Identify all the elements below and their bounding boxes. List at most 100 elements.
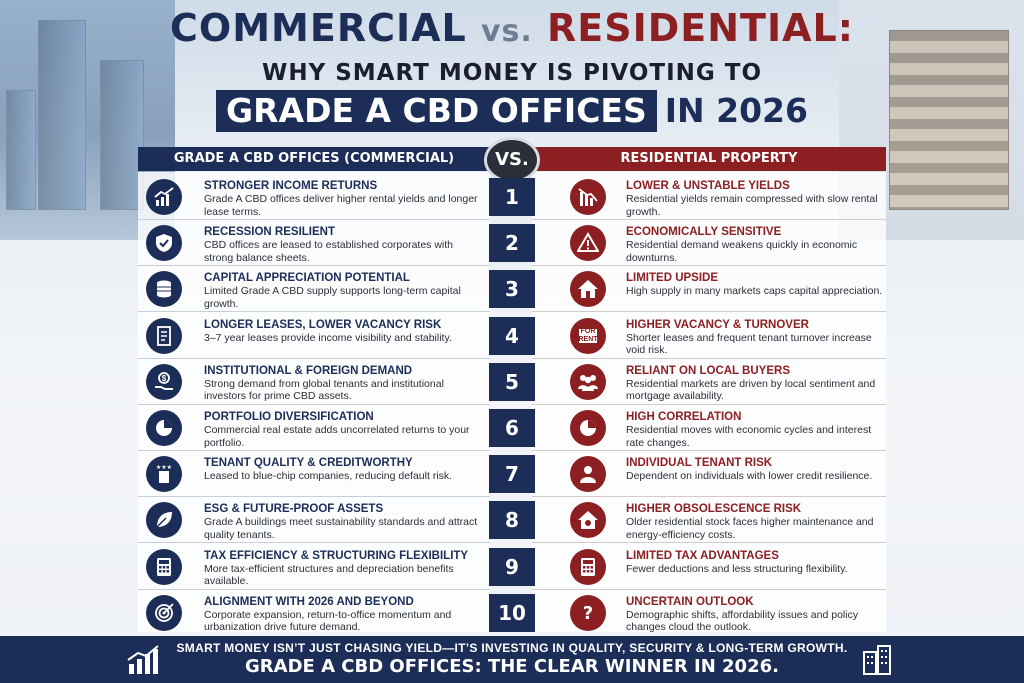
comparison-row: $ INSTITUTIONAL & FOREIGN DEMAND Strong de… (138, 359, 886, 405)
residential-point-description: Residential markets are driven by local … (626, 377, 876, 403)
row-divider (532, 450, 886, 451)
residential-point-description: Residential moves with economic cycles a… (626, 424, 872, 449)
residential-point-title: LIMITED UPSIDE (626, 272, 719, 285)
row-number: 1 (489, 178, 535, 216)
residential-column-header: RESIDENTIAL PROPERTY (532, 147, 886, 171)
row-divider (532, 357, 886, 359)
row-number: 6 (489, 409, 535, 447)
commercial-point-description: Corporate expansion, return-to-office mo… (204, 608, 452, 634)
apartment-block (889, 30, 1009, 210)
residential-point-title: ECONOMICALLY SENSITIVE (626, 226, 782, 239)
glass-tower (100, 60, 144, 210)
commercial-point-description: Grade A CBD offices deliver higher renta… (204, 193, 478, 218)
row-number: 2 (489, 224, 535, 263)
row-divider (532, 542, 886, 544)
commercial-point: TAX EFFICIENCY & STRUCTURING FLEXIBILITY… (204, 550, 484, 588)
commercial-point-title: LONGER LEASES, LOWER VACANCY RISK (204, 318, 442, 331)
row-number: 9 (489, 547, 535, 586)
subtitle: WHY SMART MONEY IS PIVOTING TO (261, 60, 763, 86)
footer-banner: SMART MONEY ISN’T JUST CHASING YIELD—IT’… (0, 636, 1024, 683)
residential-point-title: HIGHER OBSOLESCENCE RISK (626, 503, 802, 516)
coins-icon (146, 271, 182, 308)
row-divider (532, 311, 886, 313)
residential-point-description: Residential demand weakens quickly in ec… (626, 239, 858, 264)
residential-point: LIMITED TAX ADVANTAGES Fewer deductions a… (626, 550, 886, 576)
commercial-panel (138, 172, 490, 632)
residential-point: HIGHER VACANCY & TURNOVER Shorter leases … (626, 319, 886, 357)
residential-point: ECONOMICALLY SENSITIVE Residential demand… (626, 226, 886, 264)
question-icon: ? (570, 594, 606, 631)
commercial-point-title: STRONGER INCOME RETURNS (204, 180, 378, 192)
target-icon (146, 594, 182, 631)
apartment-building-background (839, 0, 1024, 240)
title-commercial: COMMERCIAL (170, 6, 467, 50)
residential-point: RELIANT ON LOCAL BUYERS Residential marke… (626, 365, 886, 403)
commercial-point-description: Limited Grade A CBD supply supports long… (204, 285, 461, 310)
commercial-point-title: RECESSION RESILIENT (204, 226, 335, 239)
residential-point: UNCERTAIN OUTLOOK Demographic shifts, aff… (626, 596, 886, 634)
main-title: COMMERCIAL vs. RESIDENTIAL: (0, 6, 1024, 50)
building-stars-icon: ★★★ (146, 456, 182, 493)
commercial-point-description: More tax-efficient structures and deprec… (204, 562, 454, 588)
row-divider (532, 588, 886, 590)
commercial-point: LONGER LEASES, LOWER VACANCY RISK 3–7 yea… (204, 319, 484, 345)
row-number: 7 (489, 455, 535, 494)
warning-icon (570, 225, 606, 262)
row-number: 3 (489, 270, 535, 309)
document-icon (146, 317, 182, 354)
commercial-column-header: GRADE A CBD OFFICES (COMMERCIAL) (138, 147, 490, 171)
vs-badge: VS. (484, 137, 540, 183)
svg-text:★★★: ★★★ (156, 464, 172, 471)
calculator-icon (570, 548, 606, 585)
comparison-row: PORTFOLIO DIVERSIFICATION Commercial real… (138, 405, 886, 451)
commercial-point-description: 3–7 year leases provide income visibilit… (204, 331, 452, 344)
commercial-point-description: CBD offices are leased to established co… (204, 239, 454, 264)
commercial-point: TENANT QUALITY & CREDITWORTHY Leased to b… (204, 457, 484, 483)
commercial-point-description: Grade A buildings meet sustainability st… (204, 516, 478, 541)
office-towers-background (0, 0, 175, 240)
residential-point-description: High supply in many markets caps capital… (626, 285, 883, 298)
comparison-row: LONGER LEASES, LOWER VACANCY RISK 3–7 yea… (138, 313, 886, 359)
row-divider (138, 357, 490, 359)
commercial-point: PORTFOLIO DIVERSIFICATION Commercial real… (204, 411, 484, 449)
commercial-point-description: Commercial real estate adds uncorrelated… (204, 424, 470, 449)
glass-tower (6, 90, 36, 210)
comparison-row: STRONGER INCOME RETURNS Grade A CBD offic… (138, 174, 886, 220)
commercial-point: RECESSION RESILIENT CBD offices are lease… (204, 226, 484, 264)
residential-point-description: Fewer deductions and less structuring fl… (626, 562, 848, 575)
highlight-title: GRADE A CBD OFFICES IN 2026 (0, 90, 1024, 132)
svg-text:$: $ (162, 374, 167, 383)
residential-point: INDIVIDUAL TENANT RISK Dependent on indiv… (626, 457, 886, 483)
row-divider (138, 403, 490, 405)
row-divider (138, 542, 490, 544)
row-divider (138, 265, 490, 267)
residential-point: LIMITED UPSIDE High supply in many market… (626, 272, 886, 298)
house-gear-icon (570, 502, 606, 539)
chart-icon (146, 179, 182, 215)
comparison-row: CAPITAL APPRECIATION POTENTIAL Limited Gr… (138, 266, 886, 313)
row-number: 10 (489, 593, 535, 632)
commercial-point-title: INSTITUTIONAL & FOREIGN DEMAND (204, 364, 413, 377)
glass-tower (38, 20, 86, 210)
highlight-year: IN 2026 (664, 91, 808, 130)
comparison-row: RECESSION RESILIENT CBD offices are lease… (138, 220, 886, 267)
comparison-row: TAX EFFICIENCY & STRUCTURING FLEXIBILITY… (138, 544, 886, 590)
commercial-point-title: TAX EFFICIENCY & STRUCTURING FLEXIBILITY (204, 549, 469, 562)
row-divider (532, 265, 886, 267)
commercial-point-title: TENANT QUALITY & CREDITWORTHY (204, 457, 413, 470)
leaf-icon (146, 502, 182, 539)
highlight-box: GRADE A CBD OFFICES (216, 90, 657, 132)
row-divider (138, 311, 490, 313)
pie-chart-icon (146, 410, 182, 446)
shield-icon (146, 225, 182, 262)
commercial-point: ALIGNMENT WITH 2026 AND BEYOND Corporate … (204, 596, 484, 634)
house-icon (570, 271, 606, 308)
svg-text:?: ? (583, 603, 593, 624)
commercial-point-title: PORTFOLIO DIVERSIFICATION (204, 411, 374, 423)
commercial-point: ESG & FUTURE-PROOF ASSETS Grade A buildin… (204, 503, 484, 541)
row-divider (532, 496, 886, 498)
row-divider (138, 219, 490, 220)
footer-tagline: SMART MONEY ISN’T JUST CHASING YIELD—IT’… (176, 641, 848, 655)
commercial-point-title: CAPITAL APPRECIATION POTENTIAL (204, 272, 410, 285)
residential-point-title: HIGH CORRELATION (626, 411, 742, 423)
